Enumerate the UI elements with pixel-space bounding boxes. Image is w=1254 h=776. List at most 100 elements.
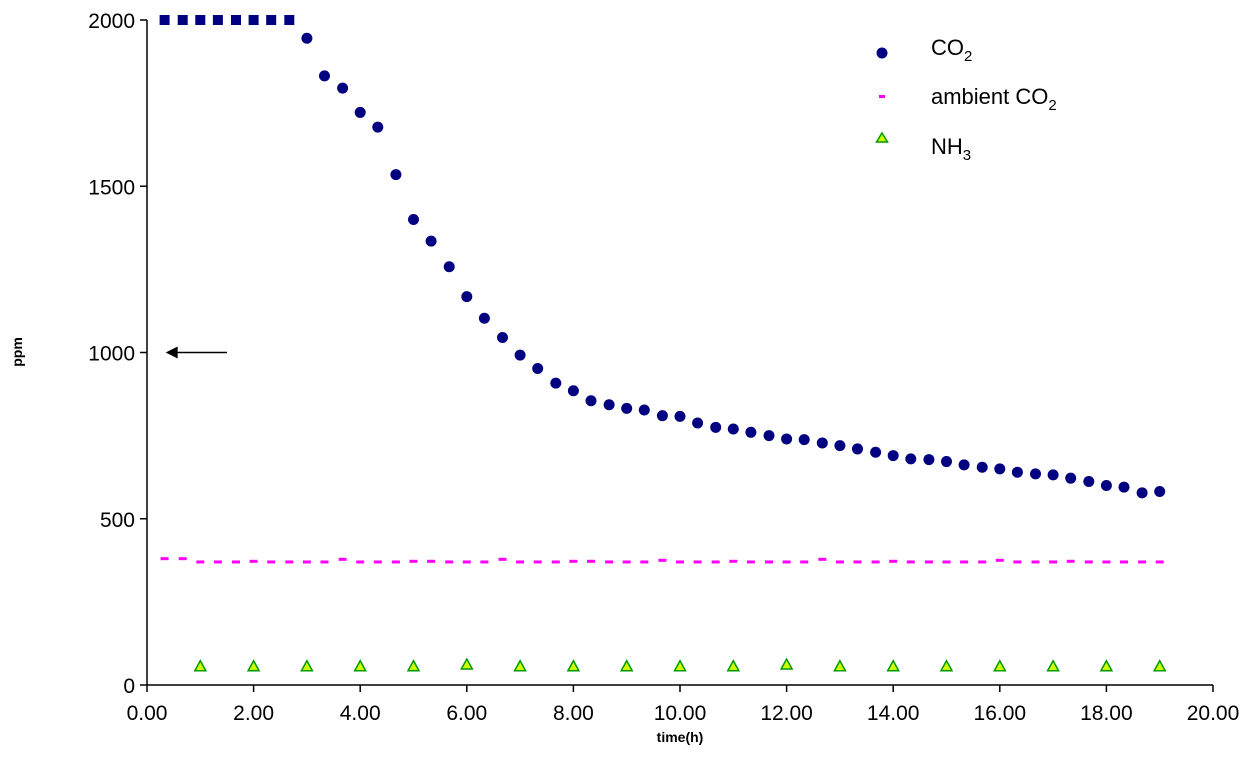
data-point bbox=[834, 440, 846, 452]
data-point bbox=[871, 560, 880, 564]
x-tick-label: 12.00 bbox=[760, 702, 813, 725]
y-tick-label: 1000 bbox=[88, 343, 135, 366]
data-point bbox=[212, 15, 223, 25]
data-point bbox=[1030, 468, 1042, 480]
y-tick-label: 1500 bbox=[88, 176, 135, 199]
data-point bbox=[853, 560, 862, 564]
data-point bbox=[425, 235, 437, 247]
legend-marker-ambient-co2 bbox=[879, 95, 885, 98]
data-point bbox=[285, 560, 294, 564]
data-point bbox=[923, 454, 935, 466]
data-point bbox=[781, 433, 793, 445]
data-point bbox=[231, 15, 242, 25]
data-point bbox=[1049, 560, 1058, 564]
series-layer bbox=[159, 15, 1167, 672]
data-point bbox=[409, 559, 418, 563]
x-tick-label: 2.00 bbox=[233, 702, 274, 725]
data-point bbox=[566, 659, 581, 672]
x-tick-label: 4.00 bbox=[340, 702, 381, 725]
series-0 bbox=[301, 32, 1166, 499]
data-point bbox=[640, 560, 649, 564]
series-1 bbox=[160, 557, 1164, 564]
data-point bbox=[160, 557, 169, 561]
data-point bbox=[1119, 560, 1128, 564]
data-point bbox=[372, 121, 384, 133]
data-point bbox=[427, 559, 436, 563]
data-point bbox=[569, 559, 578, 563]
data-point bbox=[461, 291, 473, 303]
x-tick-label: 20.00 bbox=[1187, 702, 1240, 725]
data-point bbox=[585, 395, 597, 407]
x-tick-label: 16.00 bbox=[974, 702, 1027, 725]
data-point bbox=[513, 659, 527, 672]
annotations bbox=[165, 346, 227, 359]
data-point bbox=[1013, 560, 1022, 564]
data-point bbox=[532, 362, 544, 374]
axes: 0.00 2.00 4.00 6.00 8.00 10.00 12.00 14.00 16.00… bbox=[88, 10, 1239, 725]
data-point bbox=[354, 106, 366, 118]
data-point bbox=[301, 32, 313, 44]
data-point bbox=[320, 560, 329, 564]
data-point bbox=[818, 557, 827, 561]
data-point bbox=[673, 659, 687, 672]
data-point bbox=[835, 560, 844, 564]
data-point bbox=[1031, 560, 1040, 564]
legend-marker-co2 bbox=[876, 47, 888, 59]
data-point bbox=[1083, 476, 1095, 488]
data-point bbox=[763, 430, 775, 442]
data-point bbox=[391, 560, 400, 564]
y-tick-label: 2000 bbox=[88, 10, 135, 33]
data-point bbox=[406, 659, 421, 672]
series-3 bbox=[159, 15, 295, 25]
data-point bbox=[1102, 560, 1111, 564]
data-point bbox=[516, 560, 525, 564]
data-point bbox=[337, 82, 349, 94]
y-ticks: 0 500 1000 1500 2000 bbox=[88, 10, 147, 698]
data-point bbox=[178, 557, 187, 561]
data-point bbox=[284, 15, 295, 25]
legend-label-co2: CO2 bbox=[931, 35, 972, 65]
data-point bbox=[445, 560, 454, 564]
data-point bbox=[941, 456, 952, 468]
legend-item-ambient-co2: ambient CO2 bbox=[879, 84, 1057, 114]
data-point bbox=[193, 659, 208, 672]
data-point bbox=[551, 560, 560, 564]
data-point bbox=[1152, 659, 1167, 672]
data-point bbox=[1047, 469, 1059, 481]
data-point bbox=[1099, 659, 1114, 672]
series-2 bbox=[193, 657, 1167, 672]
data-point bbox=[994, 463, 1006, 475]
legend-item-co2: CO2 bbox=[876, 35, 972, 65]
data-point bbox=[1066, 559, 1075, 563]
data-point bbox=[995, 558, 1004, 562]
data-point bbox=[1011, 466, 1023, 478]
data-point bbox=[905, 453, 917, 465]
data-point bbox=[658, 558, 667, 562]
data-point bbox=[1046, 659, 1060, 672]
data-point bbox=[1100, 480, 1112, 491]
data-point bbox=[693, 560, 702, 564]
y-tick-label: 0 bbox=[123, 675, 135, 698]
legend-label-ambient-co2: ambient CO2 bbox=[931, 84, 1057, 114]
data-point bbox=[390, 169, 402, 181]
x-tick-label: 0.00 bbox=[127, 702, 168, 725]
data-point bbox=[550, 377, 562, 389]
data-point bbox=[603, 399, 615, 411]
x-ticks: 0.00 2.00 4.00 6.00 8.00 10.00 12.00 14.00 16.00… bbox=[127, 685, 1240, 725]
data-point bbox=[373, 560, 382, 564]
data-point bbox=[300, 659, 314, 672]
data-point bbox=[851, 443, 863, 455]
data-point bbox=[958, 459, 970, 471]
legend-marker-nh3 bbox=[875, 131, 889, 143]
data-point bbox=[213, 560, 222, 564]
data-point bbox=[745, 426, 757, 438]
data-point bbox=[746, 560, 755, 564]
data-point bbox=[692, 417, 704, 429]
x-tick-label: 6.00 bbox=[446, 702, 487, 725]
x-tick-label: 10.00 bbox=[654, 702, 707, 725]
data-point bbox=[514, 349, 526, 361]
data-point bbox=[302, 560, 311, 564]
data-point bbox=[1138, 560, 1147, 564]
data-point bbox=[1084, 560, 1093, 564]
